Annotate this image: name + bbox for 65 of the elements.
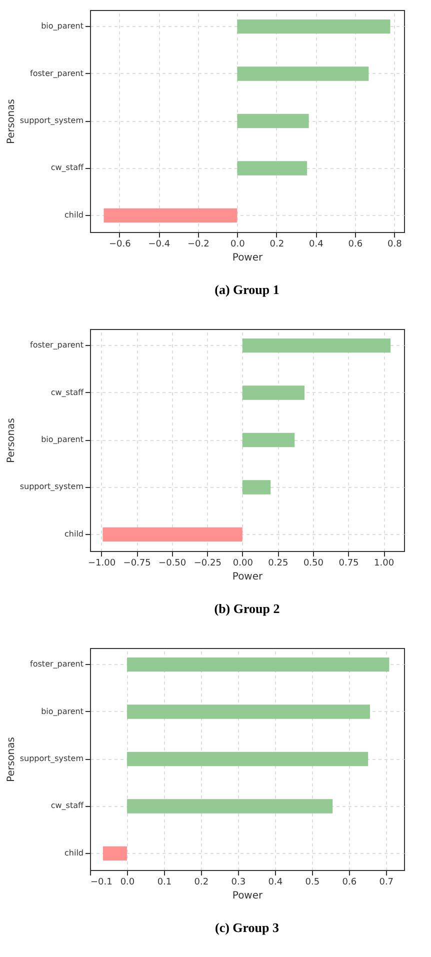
x-tick-label: −0.50 <box>158 558 186 568</box>
y-tick-label: foster_parent <box>30 340 84 350</box>
y-tick-label: child <box>64 848 84 858</box>
x-tick-label: 0.1 <box>157 878 172 888</box>
y-tick-label: foster_parent <box>30 68 84 78</box>
bar <box>242 432 295 448</box>
bar <box>242 386 305 400</box>
bar <box>126 799 333 814</box>
y-tick-label: support_system <box>20 482 84 492</box>
x-tick-label: −0.1 <box>90 878 112 888</box>
x-tick-label: 0.5 <box>305 878 320 888</box>
x-tick-label: −0.25 <box>194 558 222 568</box>
y-tick-label: cw_staff <box>50 388 84 397</box>
x-tick-label: 0.2 <box>194 878 209 888</box>
bar <box>102 846 127 861</box>
x-tick-label: −0.2 <box>188 240 210 250</box>
x-axis-title: Power <box>232 252 264 264</box>
x-tick-label: 0.6 <box>348 240 363 250</box>
bar <box>104 208 238 223</box>
x-axis-title: Power <box>232 890 264 902</box>
y-tick-label: bio_parent <box>41 22 84 31</box>
bar <box>242 338 391 353</box>
y-tick-label: foster_parent <box>30 660 84 669</box>
x-tick-label: 0.6 <box>342 878 357 888</box>
bar <box>242 480 271 494</box>
x-tick-label: 0.2 <box>270 240 284 250</box>
x-tick-label: −0.6 <box>109 240 132 250</box>
x-tick-label: 0.25 <box>268 558 288 568</box>
y-tick-label: support_system <box>20 754 84 763</box>
y-tick-label: cw_staff <box>50 163 84 172</box>
x-tick-label: 0.4 <box>268 878 283 888</box>
x-tick-label: 0.3 <box>231 878 246 888</box>
text: (b) Group 2 <box>214 601 280 616</box>
bar <box>237 161 308 176</box>
x-tick-label: −0.75 <box>123 558 151 568</box>
y-axis-title: Personas <box>6 418 17 463</box>
y-axis-title: Personas <box>6 99 17 144</box>
x-tick-label: 0.8 <box>388 240 402 250</box>
x-tick-label: 0.50 <box>303 558 324 568</box>
text: (a) Group 1 <box>214 282 280 297</box>
text: (c) Group 3 <box>214 920 280 935</box>
y-tick-label: child <box>64 210 84 220</box>
y-tick-label: cw_staff <box>50 801 84 810</box>
x-tick-label: 0.0 <box>230 240 246 250</box>
bar <box>102 527 242 542</box>
x-tick-label: −1.00 <box>88 558 116 568</box>
y-axis-title: Personas <box>6 737 17 782</box>
bar <box>126 704 370 719</box>
bar <box>237 19 390 34</box>
x-tick-label: 0.00 <box>232 558 254 568</box>
x-axis-title: Power <box>232 572 264 582</box>
y-tick-label: child <box>64 529 84 538</box>
y-tick-label: support_system <box>20 116 84 125</box>
y-tick-label: bio_parent <box>41 706 84 716</box>
x-tick-label: 0.4 <box>309 240 324 250</box>
x-tick-label: 0.7 <box>379 878 394 888</box>
bar <box>126 657 390 672</box>
x-tick-label: 0.75 <box>338 558 359 568</box>
x-tick-label: 0.0 <box>120 878 135 888</box>
y-tick-label: bio_parent <box>41 435 84 444</box>
bar <box>126 752 368 766</box>
x-tick-label: 1.00 <box>374 558 394 568</box>
bar <box>237 66 369 81</box>
bar <box>237 114 309 128</box>
x-tick-label: −0.4 <box>148 240 170 250</box>
